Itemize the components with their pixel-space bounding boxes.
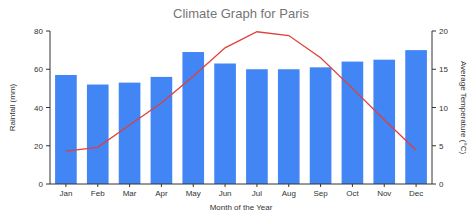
- y-tick: [46, 145, 50, 146]
- x-tick-label: Jul: [252, 189, 262, 198]
- x-tick-label: Nov: [377, 189, 391, 198]
- x-tick: [384, 184, 385, 187]
- plot-area: [55, 32, 427, 184]
- x-tick-label: May: [186, 189, 201, 198]
- x-tick: [225, 184, 226, 187]
- y2-tick-label: 15: [439, 65, 448, 74]
- y-tick-label: 60: [34, 65, 43, 74]
- y2-tick: [432, 107, 436, 108]
- x-tick: [193, 184, 194, 187]
- page: {"chart_data": {"type": "bar", "title": …: [0, 0, 474, 219]
- bar: [310, 67, 332, 184]
- x-tick: [256, 184, 257, 187]
- y-tick: [46, 69, 50, 70]
- y-tick-label: 0: [39, 180, 44, 189]
- line: [66, 32, 416, 151]
- y-tick-label: 20: [34, 142, 43, 151]
- y-tick: [46, 184, 50, 185]
- bar: [373, 60, 395, 184]
- title: Climate Graph for Paris: [173, 6, 309, 21]
- bar: [182, 52, 204, 184]
- x-axis-label: Month of the Year: [210, 203, 273, 212]
- bar: [214, 64, 236, 184]
- y-axis-label: Rainfall (mm): [8, 83, 17, 131]
- x-tick-label: Jun: [219, 189, 232, 198]
- x-tick: [97, 184, 98, 187]
- x-tick: [352, 184, 353, 187]
- x-tick: [65, 184, 66, 187]
- y2-tick-label: 20: [439, 27, 448, 36]
- x-tick-label: Dec: [409, 189, 423, 198]
- y2-axis-label: Average Temperature (°C): [459, 61, 468, 155]
- bar: [151, 77, 173, 184]
- x-tick-label: Aug: [282, 189, 296, 198]
- bar: [246, 69, 268, 184]
- bar: [87, 85, 109, 184]
- x-tick-label: Oct: [346, 189, 359, 198]
- bar: [55, 75, 77, 184]
- y2-tick: [432, 145, 436, 146]
- y2-tick-label: 5: [439, 142, 444, 151]
- y2-tick-label: 0: [439, 180, 444, 189]
- bar: [405, 50, 427, 184]
- x-tick: [129, 184, 130, 187]
- x-tick-label: Feb: [91, 189, 105, 198]
- x-tick-label: Jan: [59, 189, 72, 198]
- y2-tick: [432, 69, 436, 70]
- y-tick: [46, 107, 50, 108]
- x-tick: [161, 184, 162, 187]
- bar: [119, 83, 141, 184]
- x-tick-label: Sep: [313, 189, 328, 198]
- x-axis-line: [50, 184, 432, 185]
- bar: [342, 62, 364, 184]
- x-tick: [288, 184, 289, 187]
- bar: [278, 69, 300, 184]
- x-tick: [320, 184, 321, 187]
- y2-tick: [432, 184, 436, 185]
- y-tick-label: 40: [34, 104, 43, 113]
- x-tick-label: Apr: [155, 189, 168, 198]
- y2-tick: [432, 31, 436, 32]
- x-tick-label: Mar: [123, 189, 137, 198]
- y-tick: [46, 31, 50, 32]
- y-tick-label: 80: [34, 27, 43, 36]
- y2-tick-label: 10: [439, 104, 448, 113]
- x-tick: [416, 184, 417, 187]
- chart: Climate Graph for Paris 0 20 40 60 80 0 5 10 15 20…: [0, 0, 474, 219]
